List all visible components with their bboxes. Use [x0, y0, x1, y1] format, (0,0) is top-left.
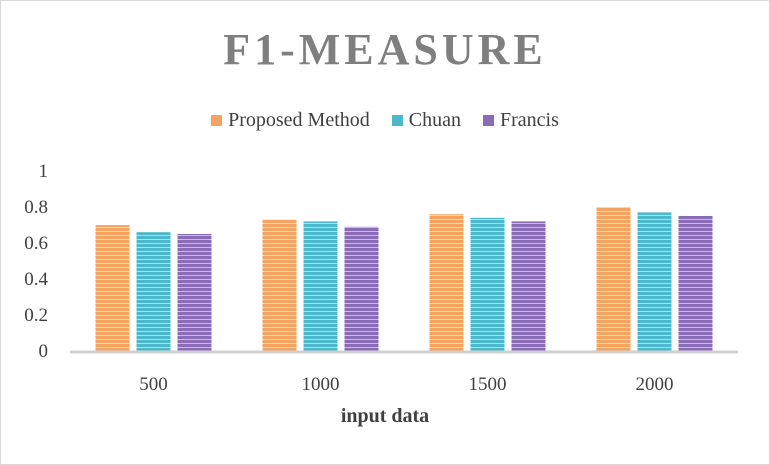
bar-proposed-method-1000 [262, 219, 297, 351]
bar-francis-500 [177, 234, 212, 351]
y-tick-label: 0.8 [24, 197, 48, 218]
y-tick-label: 0 [39, 341, 49, 362]
legend-label-proposed-method: Proposed Method [228, 108, 370, 131]
legend-swatch-francis [483, 114, 494, 126]
legend-item-chuan: Chuan [391, 108, 461, 132]
bar-chuan-1500 [470, 217, 505, 351]
legend-label-chuan: Chuan [408, 108, 461, 131]
x-tick-label: 2000 [636, 374, 674, 395]
chart-title: F1-MEASURE [223, 25, 547, 74]
y-tick-label: 1 [39, 161, 49, 182]
legend-label-francis: Francis [500, 108, 559, 131]
bar-proposed-method-500 [95, 225, 130, 351]
x-tick-label: 500 [139, 374, 168, 395]
bar-proposed-method-2000 [596, 207, 631, 351]
bar-chuan-1000 [303, 221, 338, 351]
legend-swatch-proposed-method [211, 114, 223, 126]
chart-legend: Proposed Method Chuan Francis [0, 108, 770, 132]
bar-chuan-2000 [637, 212, 672, 351]
bar-francis-1500 [511, 221, 546, 351]
y-tick-label: 0.4 [24, 269, 48, 290]
x-tick-label: 1000 [302, 374, 340, 395]
legend-swatch-chuan [391, 114, 403, 126]
y-tick-label: 0.6 [24, 233, 48, 254]
y-tick-label: 0.2 [24, 305, 48, 326]
legend-item-francis: Francis [483, 109, 559, 132]
bar-francis-1000 [344, 226, 379, 351]
legend-item-proposed-method: Proposed Method [211, 109, 370, 132]
bar-francis-2000 [678, 216, 713, 351]
x-tick-label: 1500 [469, 374, 507, 395]
x-axis-title: input data [340, 405, 430, 427]
bar-proposed-method-1500 [429, 214, 464, 351]
bar-chuan-500 [136, 232, 171, 351]
